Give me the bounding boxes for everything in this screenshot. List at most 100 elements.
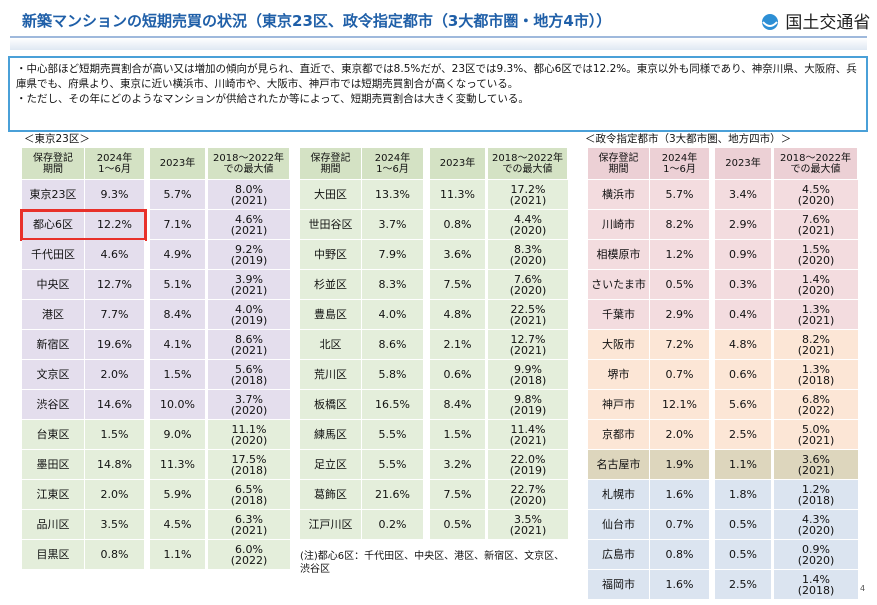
header-cell: 2018～2022年 での最大値 xyxy=(774,148,858,180)
max-value: 4.4% xyxy=(514,212,542,226)
max-value: 17.5% xyxy=(231,452,267,466)
max-value: 4.5% xyxy=(802,182,830,196)
max-year: (2020) xyxy=(797,283,835,297)
value-cell: 0.5% xyxy=(650,270,710,300)
max-cell: 4.0% (2019) xyxy=(208,300,290,330)
value-cell: 2.0% xyxy=(85,480,145,510)
max-cell: 1.3% (2021) xyxy=(774,300,858,330)
max-year: (2021) xyxy=(797,433,835,447)
value-cell: 3.2% xyxy=(430,450,486,480)
max-value: 3.9% xyxy=(235,272,263,286)
name-cell: 練馬区 xyxy=(300,420,362,450)
value-cell: 8.6% xyxy=(362,330,424,360)
max-cell: 0.9% (2020) xyxy=(774,540,858,570)
max-value: 17.2% xyxy=(510,182,546,196)
name-cell: 杉並区 xyxy=(300,270,362,300)
name-cell: 港区 xyxy=(22,300,85,330)
max-value: 1.2% xyxy=(802,482,830,496)
value-cell: 5.9% xyxy=(150,480,206,510)
max-year: (2021) xyxy=(230,193,268,207)
value-cell: 0.5% xyxy=(715,510,772,540)
max-value: 6.8% xyxy=(802,392,830,406)
max-cell: 7.6% (2021) xyxy=(774,210,858,240)
max-value: 22.7% xyxy=(510,482,546,496)
value-cell: 4.8% xyxy=(715,330,772,360)
max-year: (2019) xyxy=(230,313,268,327)
max-year: (2021) xyxy=(509,313,547,327)
max-value: 8.0% xyxy=(235,182,263,196)
value-cell: 3.6% xyxy=(430,240,486,270)
name-cell: 目黒区 xyxy=(22,540,85,570)
summary-line: ・中心部ほど短期売買割合が高い又は増加の傾向が見られ、直近で、東京都では8.5%… xyxy=(16,63,857,90)
value-cell: 1.5% xyxy=(430,420,486,450)
name-cell: 豊島区 xyxy=(300,300,362,330)
name-cell: 相模原市 xyxy=(588,240,650,270)
header-cell: 2024年 1～6月 xyxy=(362,148,424,180)
max-year: (2020) xyxy=(509,253,547,267)
value-cell: 9.0% xyxy=(150,420,206,450)
max-cell: 22.0% (2019) xyxy=(488,450,568,480)
value-cell: 21.6% xyxy=(362,480,424,510)
value-cell: 2.0% xyxy=(85,360,145,390)
max-cell: 1.3% (2018) xyxy=(774,360,858,390)
max-cell: 8.0% (2021) xyxy=(208,180,290,210)
name-cell: 台東区 xyxy=(22,420,85,450)
max-value: 1.4% xyxy=(802,272,830,286)
value-cell: 16.5% xyxy=(362,390,424,420)
max-cell: 22.5% (2021) xyxy=(488,300,568,330)
value-cell: 4.6% xyxy=(85,240,145,270)
value-cell: 7.2% xyxy=(650,330,710,360)
header-cell: 2023年 xyxy=(715,148,772,180)
max-cell: 8.2% (2021) xyxy=(774,330,858,360)
name-cell: 神戸市 xyxy=(588,390,650,420)
max-cell: 4.6% (2021) xyxy=(208,210,290,240)
name-cell: 大田区 xyxy=(300,180,362,210)
max-year: (2021) xyxy=(797,463,835,477)
value-cell: 0.4% xyxy=(715,300,772,330)
value-cell: 5.6% xyxy=(715,390,772,420)
max-year: (2020) xyxy=(797,193,835,207)
max-year: (2022) xyxy=(230,553,268,567)
max-value: 5.6% xyxy=(235,362,263,376)
name-cell: 中野区 xyxy=(300,240,362,270)
name-cell: 世田谷区 xyxy=(300,210,362,240)
header-cell: 保存登記 期間 xyxy=(588,148,650,180)
max-year: (2018) xyxy=(797,493,835,507)
value-cell: 12.2% xyxy=(85,210,145,240)
max-cell: 6.5% (2018) xyxy=(208,480,290,510)
name-cell: 墨田区 xyxy=(22,450,85,480)
max-cell: 1.5% (2020) xyxy=(774,240,858,270)
value-cell: 7.5% xyxy=(430,480,486,510)
value-cell: 0.8% xyxy=(85,540,145,570)
value-cell: 0.6% xyxy=(715,360,772,390)
header-cell: 2024年 1～6月 xyxy=(85,148,145,180)
max-value: 1.3% xyxy=(802,362,830,376)
max-value: 22.0% xyxy=(510,452,546,466)
summary-line: ・ただし、その年にどのようなマンションが供給されたか等によって、短期売買割合は大… xyxy=(16,93,529,105)
max-year: (2020) xyxy=(797,553,835,567)
name-cell: 堺市 xyxy=(588,360,650,390)
max-cell: 3.5% (2021) xyxy=(488,510,568,540)
name-cell: 葛飾区 xyxy=(300,480,362,510)
max-value: 22.5% xyxy=(510,302,546,316)
header-cell: 保存登記 期間 xyxy=(300,148,362,180)
value-cell: 5.7% xyxy=(150,180,206,210)
value-cell: 4.0% xyxy=(362,300,424,330)
max-cell: 17.2% (2021) xyxy=(488,180,568,210)
logo: 国土交通省 xyxy=(760,8,870,33)
max-cell: 1.2% (2018) xyxy=(774,480,858,510)
value-cell: 11.3% xyxy=(430,180,486,210)
value-cell: 14.8% xyxy=(85,450,145,480)
name-cell: 千葉市 xyxy=(588,300,650,330)
value-cell: 0.5% xyxy=(430,510,486,540)
name-cell: 江東区 xyxy=(22,480,85,510)
max-value: 12.7% xyxy=(510,332,546,346)
value-cell: 1.5% xyxy=(150,360,206,390)
name-cell: 東京23区 xyxy=(22,180,85,210)
max-year: (2018) xyxy=(797,373,835,387)
value-cell: 0.9% xyxy=(715,240,772,270)
max-value: 4.0% xyxy=(235,302,263,316)
value-cell: 7.7% xyxy=(85,300,145,330)
value-cell: 5.8% xyxy=(362,360,424,390)
